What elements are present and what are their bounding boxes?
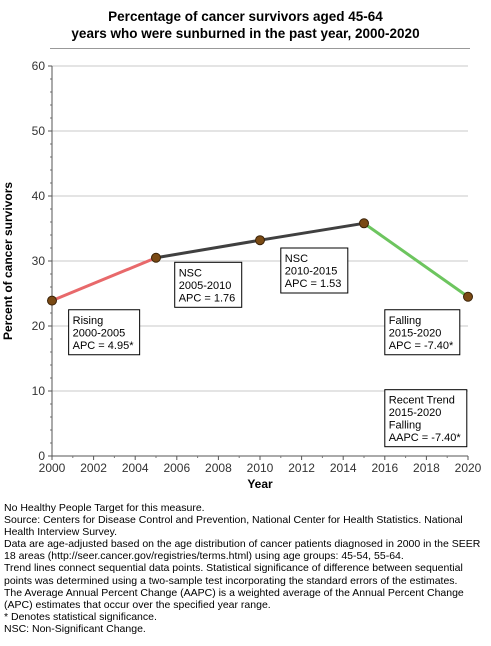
trend-segment xyxy=(50,256,158,303)
trend-segment xyxy=(258,221,366,242)
annotation-text: APC = -7.40* xyxy=(389,340,454,352)
annotation-text: Recent Trend xyxy=(389,395,455,407)
annotation-frame xyxy=(174,261,243,308)
chart-title-line-1: Percentage of cancer survivors aged 45-6… xyxy=(108,9,383,24)
line-chart: 0 10 20 30 40 50 60 2000 2002 2004 2006 2008 2010 201… xyxy=(1,59,482,491)
x-tick-label: 2016 xyxy=(371,461,398,475)
y-tick-label: 40 xyxy=(32,189,46,203)
annotation-text: Rising xyxy=(73,315,104,327)
y-tick-label: 0 xyxy=(38,449,45,463)
annotation-frame xyxy=(68,309,141,356)
data-point xyxy=(151,252,161,263)
annotation-text: Falling xyxy=(389,315,421,327)
note-nsc: NSC: Non-Significant Change. xyxy=(4,622,146,635)
data-point xyxy=(359,218,369,229)
x-tick-label: 2004 xyxy=(122,461,149,475)
annotation-text: NSC xyxy=(285,253,308,265)
x-tick-label: 2018 xyxy=(413,461,440,475)
trend-segment xyxy=(362,221,470,299)
y-tick-label: 30 xyxy=(32,254,46,268)
annotation-text: 2000-2005 xyxy=(73,327,126,339)
chart-title-line-2: years who were sunburned in the past yea… xyxy=(71,26,420,41)
x-tick-label: 2010 xyxy=(247,461,274,475)
note-target: No Healthy People Target for this measur… xyxy=(4,502,205,514)
data-point xyxy=(47,295,57,306)
annotation-frame xyxy=(280,247,349,294)
data-point xyxy=(255,235,265,246)
y-tick-label: 50 xyxy=(32,124,46,138)
annotation-frame xyxy=(384,389,468,448)
annotation-text: 2015-2020 xyxy=(389,407,442,419)
annotation-text: AAPC = -7.40* xyxy=(389,432,462,444)
y-tick-label: 10 xyxy=(32,384,46,398)
x-tick-label: 2000 xyxy=(39,461,66,475)
y-tick-label: 60 xyxy=(32,59,46,73)
annotation-text: APC = 4.95* xyxy=(73,340,135,352)
x-tick-label: 2006 xyxy=(163,461,190,475)
data-point xyxy=(463,291,473,302)
annotation-frame xyxy=(384,309,461,356)
x-tick-label: 2002 xyxy=(80,461,107,475)
x-tick-label: 2014 xyxy=(330,461,357,475)
annotation-text: APC = 1.53 xyxy=(285,278,342,290)
x-tick-label: 2012 xyxy=(288,461,315,475)
annotation-text: 2015-2020 xyxy=(389,327,442,339)
note-source: Source: Centers for Disease Control and … xyxy=(4,514,463,539)
annotation-text: Falling xyxy=(389,420,421,432)
note-age-adjusted: Data are age-adjusted based on the age d… xyxy=(4,538,481,563)
trend-segment xyxy=(154,238,262,260)
x-axis-title: Year xyxy=(247,477,273,491)
chart-title: Percentage of cancer survivors aged 45-6… xyxy=(0,8,491,42)
y-tick-label: 20 xyxy=(32,319,46,333)
x-tick-label: 2020 xyxy=(455,461,482,475)
note-significance: * Denotes statistical significance. xyxy=(4,610,157,623)
annotation-text: 2010-2015 xyxy=(285,266,338,278)
note-trend-lines: Trend lines connect sequential data poin… xyxy=(4,562,463,587)
annotation-text: NSC xyxy=(179,267,202,279)
footnotes: No Healthy People Target for this measur… xyxy=(4,502,490,635)
x-tick-label: 2008 xyxy=(205,461,232,475)
note-aapc: The Average Annual Percent Change (AAPC)… xyxy=(4,586,464,611)
y-axis-title: Percent of cancer survivors xyxy=(1,182,15,340)
annotation-text: 2005-2010 xyxy=(179,280,232,292)
title-divider xyxy=(50,48,470,49)
annotation-text: APC = 1.76 xyxy=(179,292,236,304)
